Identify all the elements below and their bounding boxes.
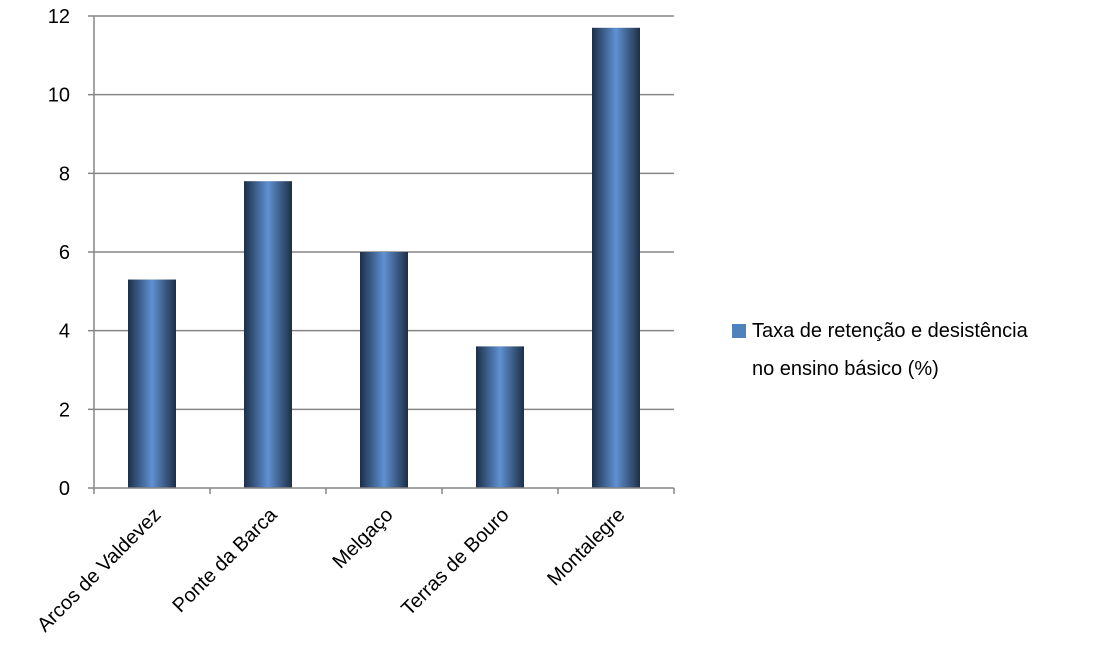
bar	[476, 346, 524, 488]
bar	[128, 279, 176, 488]
y-tick-label: 2	[59, 399, 70, 421]
y-tick-label: 12	[48, 6, 70, 28]
y-tick-label: 10	[48, 85, 70, 107]
x-tick-labels: Arcos de Valdevez Ponte da Barca Melgaço Te…	[33, 503, 629, 636]
bar	[360, 252, 408, 488]
x-tick-label: Melgaço	[329, 504, 398, 573]
axes	[88, 15, 675, 494]
y-tick-label: 6	[59, 242, 70, 264]
bar	[592, 27, 640, 489]
bars	[128, 27, 640, 489]
legend-label-line2: no ensino básico (%)	[752, 358, 939, 380]
bar	[244, 181, 292, 488]
legend-label-line1: Taxa de retenção e desistência	[752, 320, 1029, 342]
legend-swatch	[732, 324, 746, 338]
legend: Taxa de retenção e desistência no ensino…	[732, 320, 1029, 380]
y-tick-label: 4	[59, 321, 70, 343]
x-tick-label: Montalegre	[543, 504, 629, 590]
y-tick-labels: 0 2 4 6 8 10 12	[48, 6, 70, 500]
x-tick-label: Terras de Bouro	[397, 504, 513, 620]
y-tick-label: 0	[59, 478, 70, 500]
x-tick-label: Ponte da Barca	[168, 503, 282, 617]
y-tick-label: 8	[59, 163, 70, 185]
x-tick-label: Arcos de Valdevez	[33, 504, 165, 636]
